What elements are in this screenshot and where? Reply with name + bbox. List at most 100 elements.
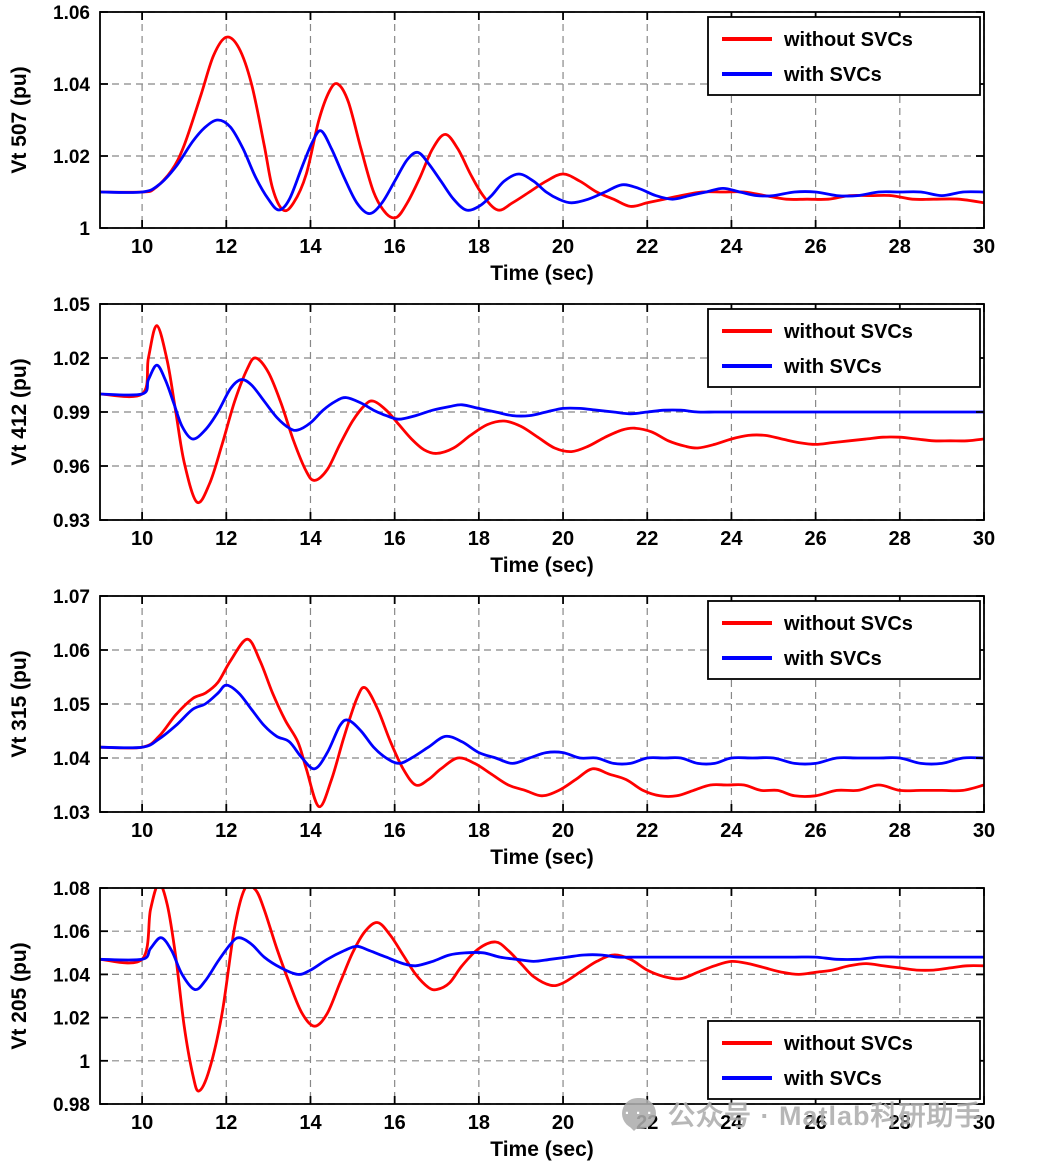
x-tick-label: 22 — [636, 236, 658, 258]
y-axis-label: Vt 205 (pu) — [8, 942, 31, 1049]
x-tick-label: 28 — [889, 1112, 911, 1134]
x-tick-label: 24 — [720, 528, 743, 550]
legend-label: without SVCs — [783, 613, 913, 635]
y-tick-label: 1 — [79, 1052, 90, 1073]
y-tick-label: 1.04 — [53, 965, 90, 986]
subplot-vt315: 10 12 14 16 18 20 22 24 26 28 30 1.03 1.04 1.05 1.06 1.… — [0, 584, 1042, 876]
y-axis-label: Vt 507 (pu) — [8, 66, 31, 173]
x-axis-label: Time (sec) — [490, 1138, 594, 1161]
x-tick-label: 10 — [131, 1112, 153, 1134]
x-tick-label: 18 — [468, 236, 490, 258]
legend: without SVCs with SVCs — [707, 16, 981, 96]
plot-svg: 10 12 14 16 18 20 22 24 26 28 30 0.93 0.96 0.99 1.02 1.… — [8, 295, 995, 577]
x-tick-label: 30 — [973, 236, 995, 258]
series-with-svcs — [100, 936, 984, 992]
series-with-svcs — [100, 118, 984, 215]
series-with-svcs — [100, 683, 984, 771]
x-tick-label: 16 — [384, 820, 406, 842]
x-tick-label: 16 — [384, 528, 406, 550]
y-tick-label: 0.99 — [53, 403, 90, 424]
y-tick-label: 1.08 — [53, 879, 90, 900]
legend: without SVCs with SVCs — [707, 308, 981, 388]
x-tick-label: 12 — [215, 528, 237, 550]
x-tick-label: 26 — [804, 1112, 826, 1134]
x-tick-label: 10 — [131, 528, 153, 550]
axes-box — [99, 11, 985, 229]
y-tick-label: 1.06 — [53, 3, 90, 24]
y-tick-label: 1.07 — [53, 587, 90, 608]
x-tick-label: 28 — [889, 820, 911, 842]
y-tick-label: 1.02 — [53, 147, 90, 168]
plot-svg: 10 12 14 16 18 20 22 24 26 28 30 0.98 1 1.02 1.04 1.06 1… — [8, 879, 995, 1161]
x-tick-label: 28 — [889, 236, 911, 258]
y-axis-label: Vt 412 (pu) — [8, 358, 31, 465]
x-tick-label: 20 — [552, 820, 574, 842]
y-tick-label: 1.05 — [53, 695, 90, 716]
x-tick-label: 18 — [468, 1112, 490, 1134]
x-tick-label: 30 — [973, 820, 995, 842]
y-tick-label: 0.98 — [53, 1095, 90, 1116]
x-tick-label: 14 — [299, 236, 322, 258]
series-without-svcs — [100, 888, 984, 1093]
x-tick-label: 22 — [636, 528, 658, 550]
y-tick-label: 1.04 — [53, 75, 90, 96]
legend-label: with SVCs — [783, 648, 882, 670]
subplot-vt412: 10 12 14 16 18 20 22 24 26 28 30 0.93 0.96 0.99 1.02 1.… — [0, 292, 1042, 584]
x-tick-label: 10 — [131, 820, 153, 842]
x-tick-label: 14 — [299, 820, 322, 842]
x-tick-label: 24 — [720, 1112, 743, 1134]
x-axis-label: Time (sec) — [490, 262, 594, 285]
series-without-svcs — [100, 324, 984, 505]
x-tick-label: 22 — [636, 1112, 658, 1134]
x-tick-label: 14 — [299, 528, 322, 550]
x-tick-label: 20 — [552, 1112, 574, 1134]
axes-box — [99, 887, 985, 1105]
x-tick-label: 26 — [804, 236, 826, 258]
plot-svg: 10 12 14 16 18 20 22 24 26 28 30 1 1.02 1.04 1.06 Time … — [8, 3, 995, 285]
x-tick-label: 24 — [720, 820, 743, 842]
series-without-svcs — [100, 637, 984, 808]
legend-label: with SVCs — [783, 356, 882, 378]
subplot-vt507: 10 12 14 16 18 20 22 24 26 28 30 1 1.02 1.04 1.06 Time … — [0, 0, 1042, 292]
y-axis-label: Vt 315 (pu) — [8, 650, 31, 757]
legend-label: without SVCs — [783, 29, 913, 51]
x-tick-label: 30 — [973, 528, 995, 550]
y-tick-label: 1 — [79, 219, 90, 240]
x-tick-label: 26 — [804, 528, 826, 550]
x-tick-label: 18 — [468, 820, 490, 842]
x-tick-label: 16 — [384, 236, 406, 258]
x-tick-label: 28 — [889, 528, 911, 550]
x-tick-label: 30 — [973, 1112, 995, 1134]
legend-label: with SVCs — [783, 1068, 882, 1090]
legend: without SVCs with SVCs — [707, 1020, 981, 1100]
x-tick-label: 14 — [299, 1112, 322, 1134]
y-tick-label: 1.02 — [53, 1009, 90, 1030]
x-tick-label: 16 — [384, 1112, 406, 1134]
x-tick-label: 12 — [215, 820, 237, 842]
x-tick-label: 10 — [131, 236, 153, 258]
plot-svg: 10 12 14 16 18 20 22 24 26 28 30 1.03 1.04 1.05 1.06 1.… — [8, 587, 995, 869]
series-with-svcs — [100, 363, 984, 441]
x-tick-label: 24 — [720, 236, 743, 258]
x-axis-label: Time (sec) — [490, 846, 594, 869]
x-tick-label: 12 — [215, 1112, 237, 1134]
x-axis-label: Time (sec) — [490, 554, 594, 577]
x-tick-label: 20 — [552, 236, 574, 258]
y-tick-label: 1.05 — [53, 295, 90, 316]
x-tick-label: 22 — [636, 820, 658, 842]
x-tick-label: 12 — [215, 236, 237, 258]
y-tick-label: 0.93 — [53, 511, 90, 532]
y-tick-label: 1.02 — [53, 349, 90, 370]
y-tick-label: 1.06 — [53, 641, 90, 662]
legend: without SVCs with SVCs — [707, 600, 981, 680]
y-tick-label: 1.03 — [53, 803, 90, 824]
x-tick-label: 20 — [552, 528, 574, 550]
series-without-svcs — [100, 35, 984, 220]
legend-label: without SVCs — [783, 321, 913, 343]
legend-label: without SVCs — [783, 1033, 913, 1055]
y-tick-label: 0.96 — [53, 457, 90, 478]
x-tick-label: 18 — [468, 528, 490, 550]
y-tick-label: 1.04 — [53, 749, 90, 770]
y-tick-label: 1.06 — [53, 922, 90, 943]
